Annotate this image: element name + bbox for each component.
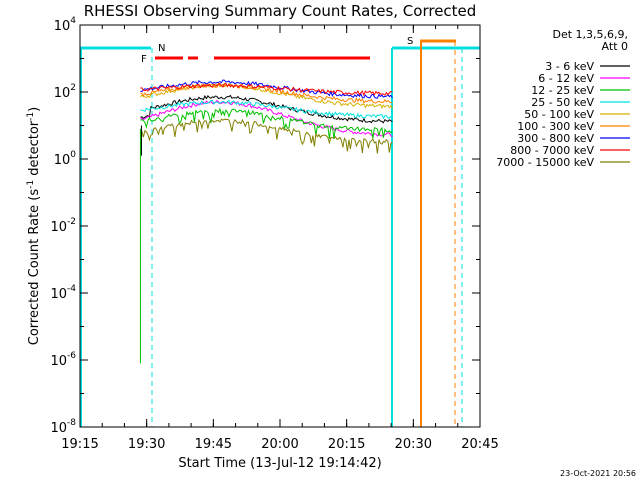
legend-entry-label: 50 - 100 keV xyxy=(524,108,594,121)
x-tick-label: 20:15 xyxy=(328,437,365,452)
y-tick-exponent: -4 xyxy=(67,284,76,294)
series-line xyxy=(140,99,393,138)
legend-entry-label: 7000 - 15000 keV xyxy=(496,156,594,169)
y-tick-base: 10 xyxy=(50,287,67,302)
x-tick-label: 19:30 xyxy=(128,437,165,452)
flare-flag-label: F xyxy=(141,54,147,65)
y-tick-label: 104 xyxy=(54,16,77,34)
series-line xyxy=(140,107,393,140)
y-tick-label: 10-6 xyxy=(50,351,76,369)
legend-header: Att 0 xyxy=(602,40,628,53)
saa-flag-label: S xyxy=(407,36,413,47)
series-line xyxy=(140,82,393,97)
y-tick-exponent: 0 xyxy=(70,150,76,160)
y-axis-label-main: Corrected Count Rate (s xyxy=(27,189,42,346)
y-tick-base: 10 xyxy=(54,153,71,168)
y-tick-base: 10 xyxy=(50,421,67,436)
x-axis-label: Start Time (13-Jul-12 19:14:42) xyxy=(178,456,381,471)
y-tick-base: 10 xyxy=(50,220,67,235)
timestamp: 23-Oct-2021 20:56 xyxy=(560,469,636,478)
y-tick-exponent: 2 xyxy=(70,83,76,93)
y-tick-exponent: -2 xyxy=(67,217,76,227)
y-tick-base: 10 xyxy=(54,86,71,101)
legend-entry-label: 6 - 12 keV xyxy=(538,72,594,85)
y-axis-label-end: ) xyxy=(27,107,42,112)
mode-flags: NF S xyxy=(80,36,480,427)
series-line xyxy=(140,118,393,154)
series-line xyxy=(140,94,393,124)
y-tick-label: 102 xyxy=(54,83,76,101)
y-tick-exponent: -6 xyxy=(67,351,76,361)
legend-entry-label: 12 - 25 keV xyxy=(531,84,594,97)
series-line xyxy=(140,99,393,120)
x-tick-label: 20:00 xyxy=(261,437,298,452)
x-tick-label: 19:45 xyxy=(195,437,232,452)
x-tick-labels: 19:15 19:30 19:45 20:00 20:15 20:30 20:45 xyxy=(61,437,498,452)
y-tick-label: 10-4 xyxy=(50,284,76,302)
legend-entry-label: 800 - 7000 keV xyxy=(510,144,594,157)
series-line xyxy=(140,79,393,99)
legend-header: Det 1,3,5,6,9, xyxy=(552,28,628,41)
night-flag-label: N xyxy=(158,43,165,54)
chart-title: RHESSI Observing Summary Count Rates, Co… xyxy=(84,2,477,20)
x-tick-label: 19:15 xyxy=(61,437,98,452)
legend-entry-label: 100 - 300 keV xyxy=(517,120,594,133)
legend-entry-label: 25 - 50 keV xyxy=(531,96,594,109)
y-tick-exponent: 4 xyxy=(70,16,76,26)
x-tick-label: 20:45 xyxy=(461,437,498,452)
y-axis-label-mid: detector xyxy=(27,120,42,180)
y-axis-label-sup1: -1 xyxy=(26,180,36,189)
y-tick-label: 10-2 xyxy=(50,217,76,235)
data-series xyxy=(139,79,393,364)
y-axis-label: Corrected Count Rate (s-1 detector-1) xyxy=(26,107,42,345)
y-tick-label: 100 xyxy=(54,150,77,168)
x-tick-label: 20:30 xyxy=(395,437,432,452)
legend-entry-label: 3 - 6 keV xyxy=(545,60,594,73)
y-axis-label-sup2: -1 xyxy=(26,112,36,121)
y-tick-exponent: -8 xyxy=(67,418,76,428)
y-tick-base: 10 xyxy=(54,19,71,34)
y-tick-label: 10-8 xyxy=(50,418,76,436)
y-tick-base: 10 xyxy=(50,354,67,369)
series-line xyxy=(140,82,393,104)
legend-entry-label: 300 - 800 keV xyxy=(517,132,594,145)
axes xyxy=(79,24,481,428)
